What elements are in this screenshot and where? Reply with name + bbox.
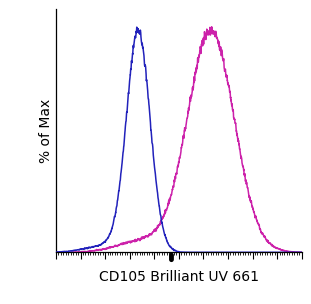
X-axis label: CD105 Brilliant UV 661: CD105 Brilliant UV 661 (99, 270, 259, 284)
Y-axis label: % of Max: % of Max (39, 98, 53, 163)
